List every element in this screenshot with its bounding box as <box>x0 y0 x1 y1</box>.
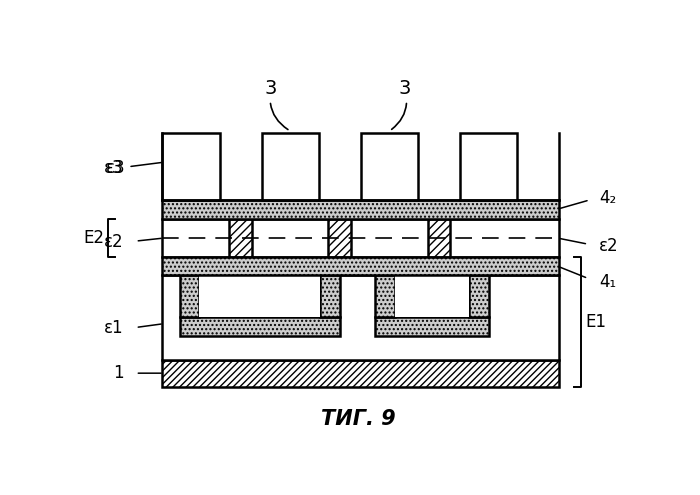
Bar <box>162 199 559 219</box>
Bar <box>469 275 489 316</box>
Text: ε3: ε3 <box>106 159 161 177</box>
Bar <box>180 275 199 316</box>
Bar <box>428 219 450 257</box>
Bar <box>199 275 321 316</box>
Text: 3: 3 <box>265 79 288 130</box>
Text: ε2: ε2 <box>599 237 619 255</box>
Bar <box>328 219 351 257</box>
Text: E1: E1 <box>585 313 606 331</box>
Text: ΤИГ. 9: ΤИГ. 9 <box>321 409 396 429</box>
Bar <box>162 275 559 360</box>
Bar <box>460 133 517 199</box>
Bar <box>230 219 252 257</box>
Bar <box>321 275 340 316</box>
Text: 4₂: 4₂ <box>599 190 616 207</box>
Text: 4₁: 4₁ <box>599 273 616 291</box>
Bar <box>375 316 489 336</box>
Text: 1: 1 <box>113 364 124 382</box>
Bar <box>375 275 395 316</box>
Text: ε1: ε1 <box>104 318 124 337</box>
Text: E2: E2 <box>83 229 104 247</box>
Bar <box>262 133 319 199</box>
Text: ε2: ε2 <box>104 233 124 251</box>
Bar <box>162 219 559 257</box>
Bar <box>162 257 559 275</box>
Text: 3: 3 <box>392 79 411 129</box>
Bar <box>162 360 559 387</box>
Bar <box>395 275 469 316</box>
Bar <box>360 133 418 199</box>
Text: ε3: ε3 <box>104 159 124 177</box>
Bar <box>180 316 340 336</box>
Bar <box>162 133 220 199</box>
